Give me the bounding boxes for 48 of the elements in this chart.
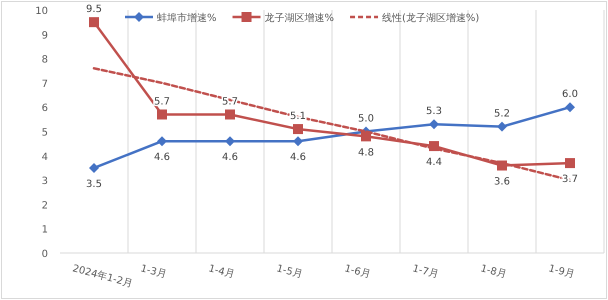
- legend-label: 线性(龙子湖区增速%): [382, 12, 480, 24]
- legend-label: 蚌埠市增速%: [157, 12, 217, 24]
- data-label: 4.4: [426, 157, 442, 168]
- point: [565, 102, 575, 112]
- point: [225, 109, 235, 120]
- point: [89, 162, 99, 173]
- x-tick-label: 1-9月: [547, 263, 576, 281]
- point: [225, 136, 235, 146]
- data-label: 5.2: [494, 108, 510, 120]
- y-tick-label: 5: [42, 128, 48, 138]
- data-label: 3.6: [494, 176, 510, 188]
- x-tick-label: 1-3月: [139, 263, 168, 281]
- point: [497, 122, 507, 132]
- y-tick-label: 0: [42, 249, 48, 260]
- data-label: 3.7: [562, 174, 578, 186]
- data-label: 5.7: [154, 96, 170, 108]
- data-label: 9.5: [86, 4, 102, 16]
- x-tick-label: 2024年1-2月: [71, 262, 134, 290]
- data-label: 5.0: [358, 114, 374, 124]
- y-tick-label: 2: [42, 200, 48, 212]
- x-tick-label: 1-6月: [343, 263, 372, 281]
- data-label: 4.8: [358, 147, 374, 158]
- point: [157, 136, 167, 146]
- y-tick-label: 6: [42, 103, 48, 114]
- y-tick-label: 8: [42, 54, 48, 66]
- y-tick-label: 1: [42, 224, 48, 236]
- legend-label: 龙子湖区增速%: [264, 12, 334, 24]
- data-label: 3.5: [86, 178, 102, 190]
- y-tick-label: 7: [42, 78, 48, 90]
- data-label: 4.6: [154, 152, 170, 164]
- y-tick-label: 9: [42, 30, 48, 42]
- point: [157, 109, 167, 120]
- point: [89, 17, 99, 28]
- point: [565, 158, 575, 168]
- y-tick-label: 4: [42, 152, 48, 163]
- point: [293, 124, 303, 134]
- data-label: 5.3: [426, 106, 442, 118]
- y-tick-label: 3: [42, 176, 48, 188]
- x-tick-label: 1-5月: [275, 263, 304, 281]
- data-label: 4.6: [290, 152, 306, 164]
- x-tick-label: 1-8月: [479, 263, 508, 281]
- x-tick-label: 1-7月: [411, 263, 440, 281]
- x-tick-label: 1-4月: [207, 263, 236, 281]
- data-label: 4.6: [222, 152, 238, 164]
- data-label: 6.0: [562, 89, 578, 100]
- point: [429, 119, 439, 130]
- y-tick-label: 10: [35, 6, 48, 17]
- point: [293, 136, 303, 146]
